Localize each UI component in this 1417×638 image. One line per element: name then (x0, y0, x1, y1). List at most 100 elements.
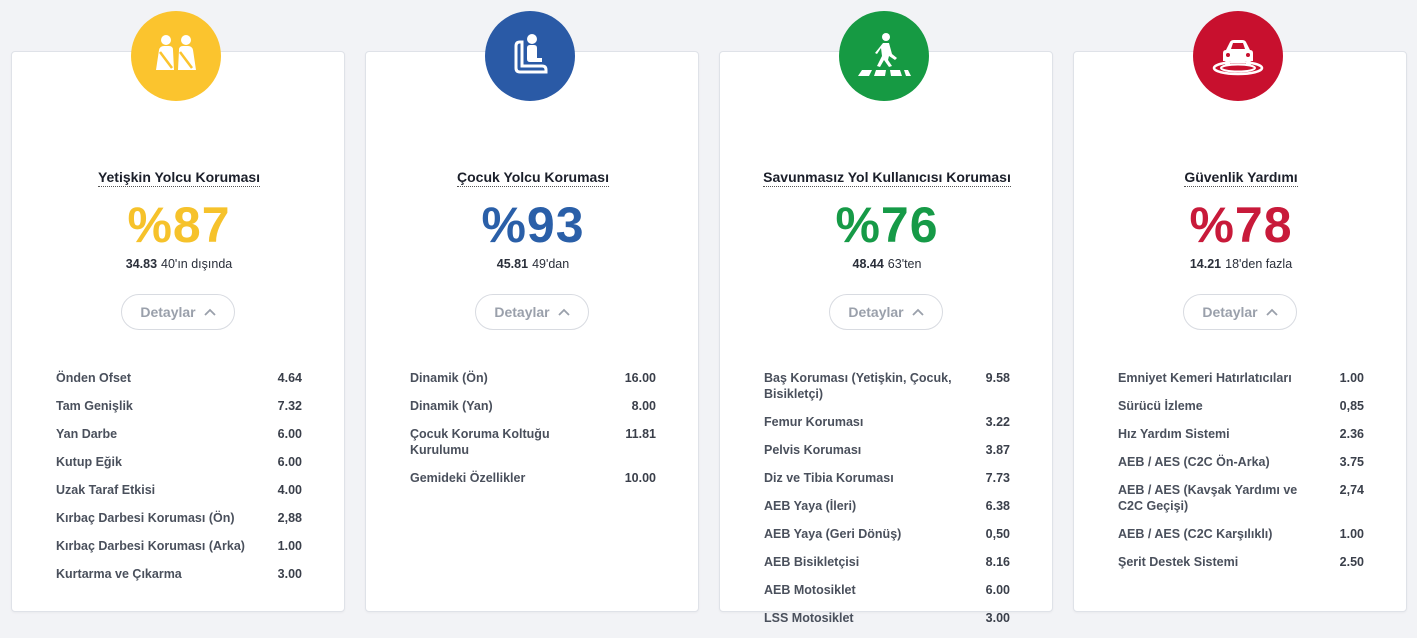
row-value: 6.00 (277, 427, 302, 441)
row-label: Şerit Destek Sistemi (1118, 555, 1239, 569)
score-summary: 34.83 40'ın dışında (12, 257, 346, 271)
list-item: Kutup Eğik 6.00 (56, 454, 302, 470)
row-label: Dinamik (Ön) (410, 371, 488, 385)
chevron-up-icon (911, 308, 924, 316)
row-label: AEB / AES (Kavşak Yardımı ve C2C Geçişi) (1118, 483, 1298, 513)
adult-occupant-icon (156, 35, 196, 70)
row-label: AEB Yaya (İleri) (764, 499, 857, 513)
safety-assist-car-icon (1212, 40, 1264, 76)
score-breakdown-list: Baş Koruması (Yetişkin, Çocuk, Bisikletç… (764, 370, 1010, 638)
card-title[interactable]: Çocuk Yolcu Koruması (457, 169, 609, 187)
list-item: Çocuk Koruma Koltuğu Kurulumu 11.81 (410, 426, 656, 458)
details-button[interactable]: Detaylar (475, 294, 589, 330)
score-value: 14.21 (1189, 257, 1222, 271)
row-label: Diz ve Tibia Koruması (764, 471, 894, 485)
card-title[interactable]: Yetişkin Yolcu Koruması (97, 169, 261, 187)
vulnerable-road-users-badge (839, 11, 929, 101)
row-value: 0,85 (1339, 399, 1364, 413)
row-label: Sürücü İzleme (1118, 399, 1203, 413)
list-item: Baş Koruması (Yetişkin, Çocuk, Bisikletç… (764, 370, 1010, 402)
chevron-up-icon (1265, 308, 1278, 316)
list-item: LSS Motosiklet 3.00 (764, 610, 1010, 626)
score-breakdown-list: Dinamik (Ön) 16.00 Dinamik (Yan) 8.00 Çocu… (410, 370, 656, 498)
score-value: 48.44 (852, 257, 884, 271)
score-suffix: 18'den fazla (1225, 257, 1293, 271)
adult-occupant-badge (131, 11, 221, 101)
list-item: AEB / AES (C2C Karşılıklı) 1.00 (1118, 526, 1364, 542)
details-label: Detaylar (1202, 304, 1258, 320)
list-item: Kırbaç Darbesi Koruması (Arka) 1.00 (56, 538, 302, 554)
child-seat-icon (514, 34, 548, 74)
row-value: 2,88 (277, 511, 302, 525)
row-value: 1.00 (1339, 371, 1364, 385)
list-item: Diz ve Tibia Koruması 7.73 (764, 470, 1010, 486)
row-label: Emniyet Kemeri Hatırlatıcıları (1118, 371, 1292, 385)
list-item: AEB Yaya (Geri Dönüş) 0,50 (764, 526, 1010, 542)
row-label: Hız Yardım Sistemi (1118, 427, 1230, 441)
row-value: 10.00 (624, 471, 656, 485)
list-item: AEB Motosiklet 6.00 (764, 582, 1010, 598)
row-value: 6.00 (985, 583, 1010, 597)
row-value: 1.00 (277, 539, 302, 553)
row-label: Kutup Eğik (56, 455, 122, 469)
details-label: Detaylar (140, 304, 196, 320)
row-label: Pelvis Koruması (764, 443, 862, 457)
card-title[interactable]: Güvenlik Yardımı (1184, 169, 1298, 187)
row-label: AEB / AES (C2C Karşılıklı) (1118, 527, 1273, 541)
row-value: 4.00 (277, 483, 302, 497)
row-value: 9.58 (985, 371, 1010, 385)
list-item: Önden Ofset 4.64 (56, 370, 302, 386)
row-value: 2.36 (1339, 427, 1364, 441)
list-item: Kurtarma ve Çıkarma 3.00 (56, 566, 302, 582)
row-label: Uzak Taraf Etkisi (56, 483, 156, 497)
row-label: Kırbaç Darbesi Koruması (Arka) (56, 539, 245, 553)
details-button[interactable]: Detaylar (1183, 294, 1297, 330)
row-label: Kırbaç Darbesi Koruması (Ön) (56, 511, 235, 525)
score-summary: 14.21 18'den fazla (1074, 257, 1408, 271)
row-value: 3.22 (985, 415, 1010, 429)
percent-score: %78 (1189, 197, 1293, 253)
card-child-occupant: Çocuk Yolcu Koruması %93 45.81 49'dan Det… (365, 51, 699, 612)
row-value: 3.00 (985, 611, 1010, 625)
list-item: Sürücü İzleme 0,85 (1118, 398, 1364, 414)
percent-score: %93 (481, 197, 585, 253)
percent-score: %87 (127, 197, 231, 253)
row-value: 8.00 (631, 399, 656, 413)
chevron-up-icon (203, 308, 216, 316)
details-button[interactable]: Detaylar (829, 294, 943, 330)
list-item: Kırbaç Darbesi Koruması (Ön) 2,88 (56, 510, 302, 526)
list-item: Emniyet Kemeri Hatırlatıcıları 1.00 (1118, 370, 1364, 386)
row-value: 7.73 (985, 471, 1010, 485)
row-value: 3.00 (277, 567, 302, 581)
list-item: Femur Koruması 3.22 (764, 414, 1010, 430)
list-item: Tam Genişlik 7.32 (56, 398, 302, 414)
list-item: Yan Darbe 6.00 (56, 426, 302, 442)
score-breakdown-list: Emniyet Kemeri Hatırlatıcıları 1.00 Sürüc… (1118, 370, 1364, 582)
row-value: 8.16 (985, 555, 1010, 569)
row-label: Çocuk Koruma Koltuğu Kurulumu (410, 427, 550, 457)
details-label: Detaylar (494, 304, 550, 320)
score-suffix: 49'dan (532, 257, 570, 271)
score-summary: 45.81 49'dan (366, 257, 700, 271)
list-item: Şerit Destek Sistemi 2.50 (1118, 554, 1364, 570)
row-label: LSS Motosiklet (764, 611, 854, 625)
row-label: AEB Yaya (Geri Dönüş) (764, 527, 902, 541)
details-button[interactable]: Detaylar (121, 294, 235, 330)
row-value: 2.50 (1339, 555, 1364, 569)
list-item: Gemideki Özellikler 10.00 (410, 470, 656, 486)
list-item: Hız Yardım Sistemi 2.36 (1118, 426, 1364, 442)
percent-score: %76 (835, 197, 939, 253)
row-label: AEB / AES (C2C Ön-Arka) (1118, 455, 1270, 469)
list-item: Dinamik (Ön) 16.00 (410, 370, 656, 386)
safety-assist-badge (1193, 11, 1283, 101)
row-value: 3.87 (985, 443, 1010, 457)
row-label: Yan Darbe (56, 427, 118, 441)
list-item: Pelvis Koruması 3.87 (764, 442, 1010, 458)
row-label: Tam Genişlik (56, 399, 133, 413)
row-label: AEB Bisikletçisi (764, 555, 860, 569)
card-adult-occupant: Yetişkin Yolcu Koruması %87 34.83 40'ın d… (11, 51, 345, 612)
child-occupant-badge (485, 11, 575, 101)
row-value: 4.64 (277, 371, 302, 385)
card-title[interactable]: Savunmasız Yol Kullanıcısı Koruması (763, 169, 1011, 187)
